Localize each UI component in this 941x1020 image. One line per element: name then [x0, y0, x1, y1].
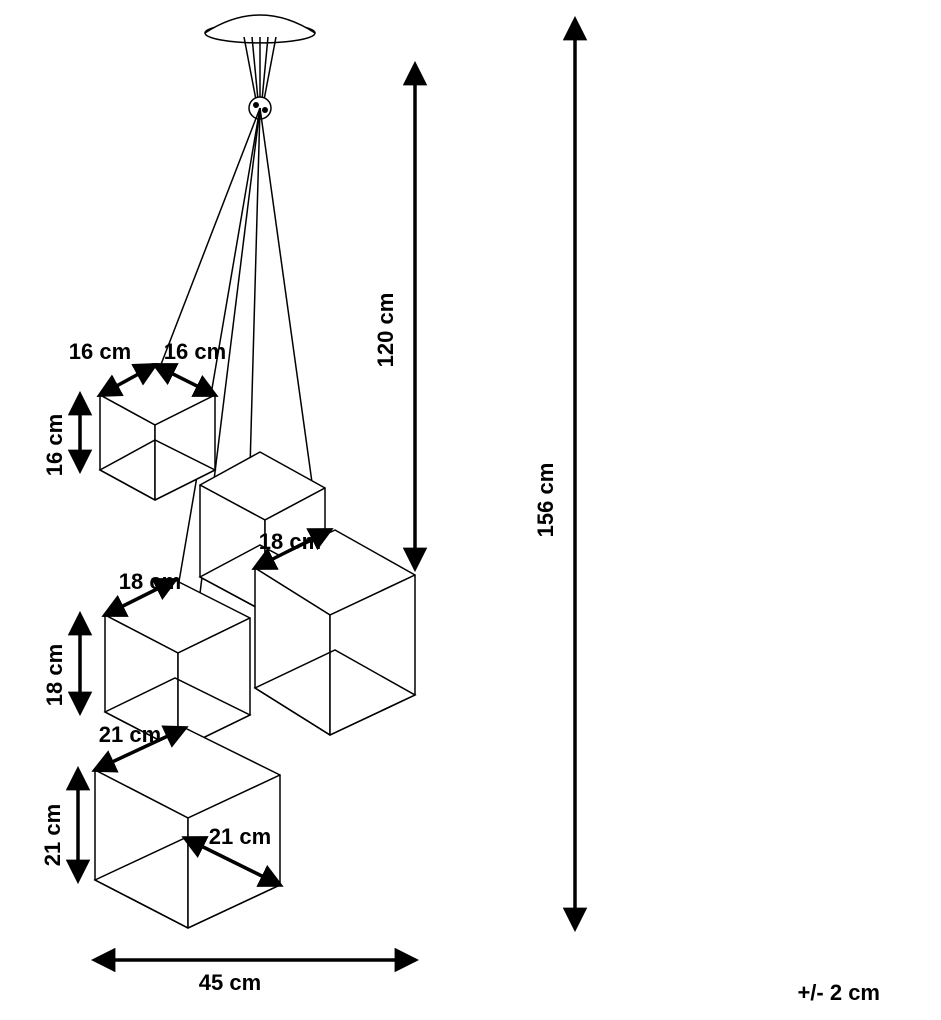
dimension-diagram: 156 cm 120 cm 45 cm 16 cm 16 cm 16 cm 18 cm 18 … [0, 0, 941, 1020]
svg-text:120 cm: 120 cm [373, 293, 398, 368]
svg-text:18 cm: 18 cm [119, 569, 181, 594]
cube-right-large [255, 530, 415, 735]
svg-text:16 cm: 16 cm [69, 339, 131, 364]
svg-text:16 cm: 16 cm [164, 339, 226, 364]
svg-text:156 cm: 156 cm [533, 463, 558, 538]
svg-text:18 cm: 18 cm [259, 529, 321, 554]
svg-text:21 cm: 21 cm [99, 722, 161, 747]
svg-text:45 cm: 45 cm [199, 970, 261, 995]
svg-text:16 cm: 16 cm [42, 414, 67, 476]
svg-text:21 cm: 21 cm [40, 804, 65, 866]
tolerance-label: +/- 2 cm [797, 980, 880, 1005]
product-drawing [95, 15, 415, 928]
svg-text:18 cm: 18 cm [42, 644, 67, 706]
svg-text:21 cm: 21 cm [209, 824, 271, 849]
